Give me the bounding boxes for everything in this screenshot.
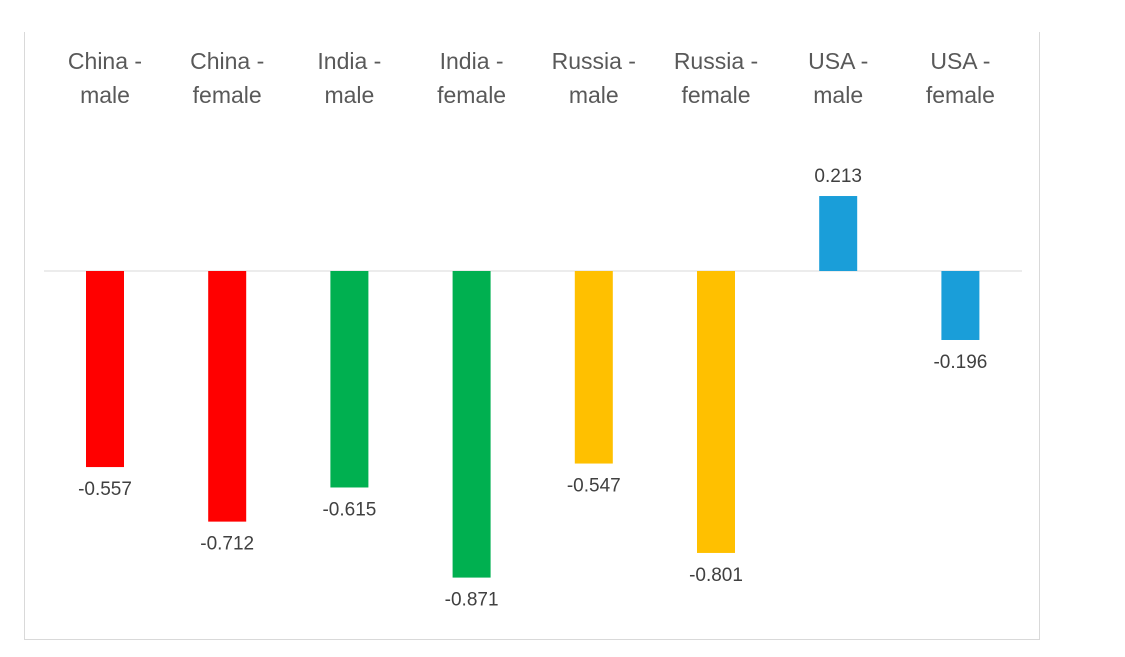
bar-7 xyxy=(941,271,980,340)
category-label-5-line-1: female xyxy=(681,82,750,108)
data-label-6: 0.213 xyxy=(814,166,862,187)
bars xyxy=(86,196,980,578)
chart-area xyxy=(24,32,1040,640)
data-label-0: -0.557 xyxy=(78,479,132,500)
category-label-0-line-1: male xyxy=(80,82,130,108)
category-label-3-line-1: female xyxy=(437,82,506,108)
data-labels: -0.557 -0.712 -0.615 -0.871 -0.547 -0.801 0.21… xyxy=(78,166,987,611)
data-label-2: -0.615 xyxy=(322,499,376,520)
bar-4 xyxy=(574,271,613,464)
bar-2 xyxy=(330,271,369,488)
bar-1 xyxy=(208,271,247,522)
data-label-4: -0.547 xyxy=(567,476,621,497)
category-label-4-line-1: male xyxy=(569,82,619,108)
data-label-7: -0.196 xyxy=(933,352,987,373)
data-label-5: -0.801 xyxy=(689,565,743,586)
category-label-7-line-0: USA - xyxy=(930,48,990,74)
bar-6 xyxy=(819,196,858,271)
category-label-4-line-0: Russia - xyxy=(552,48,636,74)
category-label-6-line-1: male xyxy=(813,82,863,108)
bar-5 xyxy=(697,271,735,553)
bar-3 xyxy=(452,271,491,578)
category-label-7-line-1: female xyxy=(926,82,995,108)
category-label-1-line-0: China - xyxy=(190,48,264,74)
data-label-3: -0.871 xyxy=(445,590,499,611)
category-label-0-line-0: China - xyxy=(68,48,142,74)
category-label-6-line-0: USA - xyxy=(808,48,868,74)
category-label-1-line-1: female xyxy=(193,82,262,108)
category-label-5-line-0: Russia - xyxy=(674,48,758,74)
category-labels: China - male China - female India - male India… xyxy=(68,48,995,108)
category-label-2-line-0: India - xyxy=(317,48,381,74)
data-label-1: -0.712 xyxy=(200,534,254,555)
category-label-2-line-1: male xyxy=(324,82,374,108)
bar-0 xyxy=(86,271,124,468)
category-label-3-line-0: India - xyxy=(440,48,504,74)
